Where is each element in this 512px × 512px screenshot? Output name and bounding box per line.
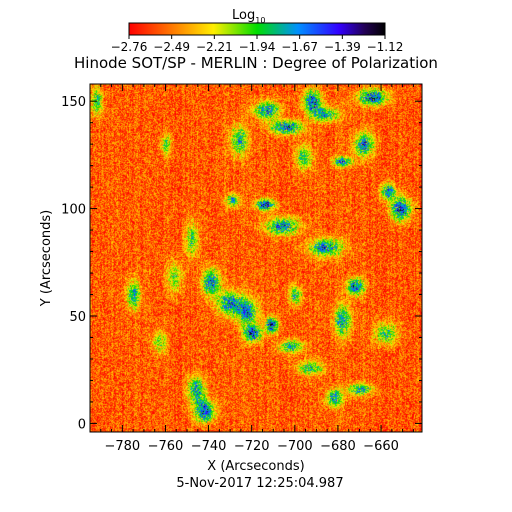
x-tick-label: −780 (104, 439, 140, 454)
colorbar-tick-label: −1.67 (281, 40, 318, 54)
x-axis: −780 −760 −740 −720 −700 −680 −660 (100, 84, 414, 454)
y-tick-label: 150 (61, 95, 86, 110)
colorbar-tick-label: −1.39 (324, 40, 361, 54)
x-tick-label: −720 (234, 439, 270, 454)
plot-frame (89, 83, 423, 433)
x-tick-label: −660 (363, 439, 399, 454)
x-tick-label: −680 (320, 439, 356, 454)
y-axis: 0 50 100 150 (61, 95, 422, 432)
x-tick-label: −700 (277, 439, 313, 454)
footer-timestamp: 5-Nov-2017 12:25:04.987 (176, 476, 343, 491)
colorbar (128, 22, 386, 36)
x-axis-label: X (Arcseconds) (207, 459, 304, 474)
heatmap-image (90, 84, 422, 432)
colorbar-label: Log10 (232, 8, 265, 25)
y-tick-label: 50 (69, 310, 86, 325)
colorbar-tick-label: −1.12 (367, 40, 404, 54)
y-axis-label: Y (Arcseconds) (39, 210, 54, 307)
colorbar-tick-label: −2.76 (111, 40, 148, 54)
y-tick-label: 100 (61, 203, 86, 218)
chart-title: Hinode SOT/SP - MERLIN : Degree of Polar… (74, 54, 438, 72)
y-tick-label: 0 (78, 417, 86, 432)
colorbar-tick-label: −1.94 (239, 40, 276, 54)
colorbar-tick-label: −2.21 (196, 40, 233, 54)
heatmap (89, 83, 423, 433)
x-tick-label: −760 (148, 439, 184, 454)
colorbar-tick-label: −2.49 (153, 40, 190, 54)
x-tick-label: −740 (191, 439, 227, 454)
colorbar-ticks: −2.76 −2.49 −2.21 −1.94 −1.67 −1.39 −1.12 (111, 35, 404, 54)
